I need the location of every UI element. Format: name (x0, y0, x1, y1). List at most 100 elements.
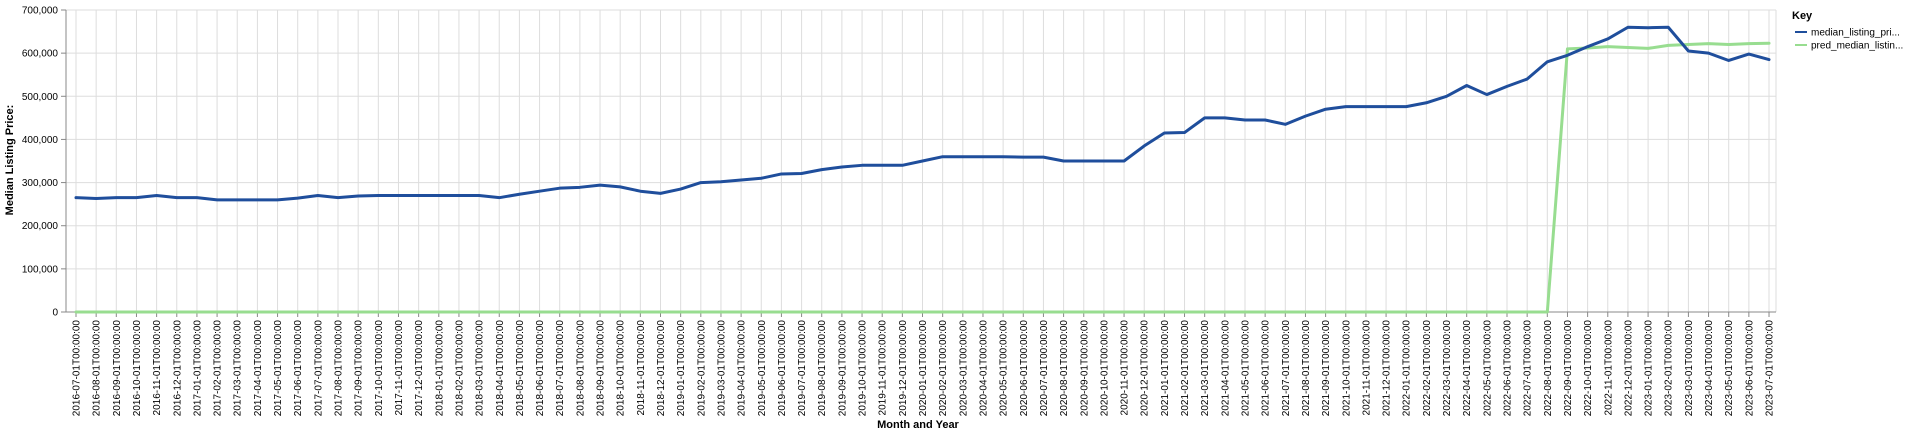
x-tick-label: 2020-09-01T00:00:00 (1079, 320, 1090, 417)
x-tick-label: 2017-08-01T00:00:00 (334, 320, 345, 417)
x-tick-label: 2021-01-01T00:00:00 (1160, 320, 1171, 417)
x-tick-label: 2017-01-01T00:00:00 (192, 320, 203, 417)
x-tick-label: 2022-03-01T00:00:00 (1442, 320, 1453, 417)
x-tick-label: 2020-08-01T00:00:00 (1059, 320, 1070, 417)
x-tick-label: 2018-09-01T00:00:00 (596, 320, 607, 417)
x-tick-label: 2019-08-01T00:00:00 (817, 320, 828, 417)
x-tick-label: 2020-03-01T00:00:00 (958, 320, 969, 417)
x-tick-label: 2019-10-01T00:00:00 (858, 320, 869, 417)
tick-labels: 0 100,000 200,000 300,000 400,000 500,000 600,… (22, 6, 1776, 417)
x-tick-label: 2023-06-01T00:00:00 (1744, 320, 1755, 417)
x-tick-label: 2017-12-01T00:00:00 (414, 320, 425, 417)
x-tick-label: 2019-05-01T00:00:00 (757, 320, 768, 417)
x-tick-label: 2018-06-01T00:00:00 (535, 320, 546, 417)
x-tick-label: 2017-07-01T00:00:00 (313, 320, 324, 417)
x-tick-label: 2018-10-01T00:00:00 (616, 320, 627, 417)
x-tick-label: 2023-04-01T00:00:00 (1704, 320, 1715, 417)
x-tick-label: 2019-06-01T00:00:00 (777, 320, 788, 417)
x-tick-label: 2022-11-01T00:00:00 (1603, 320, 1614, 416)
x-tick-label: 2018-04-01T00:00:00 (495, 320, 506, 417)
x-tick-label: 2020-12-01T00:00:00 (1140, 320, 1151, 417)
x-tick-label: 2018-03-01T00:00:00 (475, 320, 486, 417)
x-tick-label: 2023-05-01T00:00:00 (1724, 320, 1735, 417)
grid (66, 9, 1777, 313)
x-tick-label: 2019-09-01T00:00:00 (837, 320, 848, 417)
x-tick-label: 2017-05-01T00:00:00 (273, 320, 284, 417)
x-tick-label: 2022-01-01T00:00:00 (1402, 320, 1413, 417)
x-tick-label: 2020-07-01T00:00:00 (1039, 320, 1050, 417)
y-tick-label: 500,000 (22, 92, 59, 103)
x-tick-label: 2016-07-01T00:00:00 (72, 320, 83, 417)
y-tick-label: 0 (52, 308, 58, 319)
series-layer (74, 25, 1771, 314)
series-line-1 (74, 41, 1771, 314)
y-tick-label: 100,000 (22, 264, 59, 275)
x-tick-label: 2020-04-01T00:00:00 (978, 320, 989, 417)
x-tick-label: 2016-10-01T00:00:00 (132, 320, 143, 417)
x-tick-label: 2022-10-01T00:00:00 (1583, 320, 1594, 417)
x-tick-label: 2021-12-01T00:00:00 (1382, 320, 1393, 417)
x-tick-label: 2022-07-01T00:00:00 (1523, 320, 1534, 417)
series-line-0 (74, 25, 1771, 202)
x-tick-label: 2021-04-01T00:00:00 (1220, 320, 1231, 417)
y-axis-title: Median Listing Price: (4, 105, 16, 216)
x-tick-label: 2019-12-01T00:00:00 (898, 320, 909, 417)
x-tick-label: 2020-02-01T00:00:00 (938, 320, 949, 417)
x-tick-label: 2021-09-01T00:00:00 (1321, 320, 1332, 417)
x-tick-label: 2018-02-01T00:00:00 (454, 320, 465, 417)
x-tick-label: 2017-04-01T00:00:00 (253, 320, 264, 417)
x-tick-label: 2023-02-01T00:00:00 (1664, 320, 1675, 417)
x-tick-label: 2019-04-01T00:00:00 (737, 320, 748, 417)
legend: Key median_listing_pri... pred_median_lis… (1792, 10, 1903, 52)
x-tick-label: 2022-06-01T00:00:00 (1503, 320, 1514, 417)
x-tick-label: 2018-05-01T00:00:00 (515, 320, 526, 417)
legend-label-1: pred_median_listin... (1811, 41, 1903, 52)
x-tick-label: 2022-08-01T00:00:00 (1543, 320, 1554, 417)
x-tick-label: 2021-06-01T00:00:00 (1261, 320, 1272, 417)
x-tick-label: 2018-12-01T00:00:00 (656, 320, 667, 417)
y-tick-label: 300,000 (22, 178, 59, 189)
x-tick-label: 2022-09-01T00:00:00 (1563, 320, 1574, 417)
x-tick-label: 2021-08-01T00:00:00 (1301, 320, 1312, 417)
y-tick-label: 400,000 (22, 135, 59, 146)
x-tick-label: 2016-11-01T00:00:00 (152, 320, 163, 416)
x-tick-label: 2017-10-01T00:00:00 (374, 320, 385, 417)
legend-label-0: median_listing_pri... (1811, 28, 1900, 39)
x-tick-label: 2020-10-01T00:00:00 (1099, 320, 1110, 417)
y-tick-label: 200,000 (22, 221, 59, 232)
x-tick-label: 2023-03-01T00:00:00 (1684, 320, 1695, 417)
x-tick-label: 2021-05-01T00:00:00 (1240, 320, 1251, 417)
x-tick-label: 2020-05-01T00:00:00 (999, 320, 1010, 417)
x-tick-label: 2019-03-01T00:00:00 (716, 320, 727, 417)
x-tick-label: 2017-11-01T00:00:00 (394, 320, 405, 416)
x-tick-label: 2021-03-01T00:00:00 (1200, 320, 1211, 417)
x-tick-label: 2020-06-01T00:00:00 (1019, 320, 1030, 417)
legend-items: median_listing_pri... pred_median_listin.… (1795, 28, 1903, 52)
x-tick-label: 2019-01-01T00:00:00 (676, 320, 687, 417)
x-tick-label: 2022-02-01T00:00:00 (1422, 320, 1433, 417)
x-axis-title: Month and Year (877, 419, 959, 431)
x-tick-label: 2023-07-01T00:00:00 (1765, 320, 1776, 417)
x-tick-label: 2020-11-01T00:00:00 (1120, 320, 1131, 416)
x-tick-label: 2023-01-01T00:00:00 (1644, 320, 1655, 417)
y-tick-label: 700,000 (22, 6, 59, 17)
x-tick-label: 2018-08-01T00:00:00 (575, 320, 586, 417)
x-tick-label: 2019-07-01T00:00:00 (797, 320, 808, 417)
x-tick-label: 2017-03-01T00:00:00 (233, 320, 244, 417)
x-tick-label: 2017-06-01T00:00:00 (293, 320, 304, 417)
x-tick-label: 2016-09-01T00:00:00 (112, 320, 123, 417)
x-tick-label: 2017-02-01T00:00:00 (213, 320, 224, 417)
x-tick-label: 2018-11-01T00:00:00 (636, 320, 647, 416)
x-tick-label: 2016-12-01T00:00:00 (172, 320, 183, 417)
x-tick-label: 2020-01-01T00:00:00 (918, 320, 929, 417)
x-tick-label: 2021-07-01T00:00:00 (1281, 320, 1292, 417)
x-tick-label: 2018-01-01T00:00:00 (434, 320, 445, 417)
x-tick-label: 2021-11-01T00:00:00 (1361, 320, 1372, 416)
x-tick-label: 2017-09-01T00:00:00 (354, 320, 365, 417)
x-tick-label: 2016-08-01T00:00:00 (92, 320, 103, 417)
y-tick-label: 600,000 (22, 49, 59, 60)
x-tick-label: 2019-02-01T00:00:00 (696, 320, 707, 417)
x-tick-label: 2021-02-01T00:00:00 (1180, 320, 1191, 417)
x-tick-label: 2022-12-01T00:00:00 (1623, 320, 1634, 417)
